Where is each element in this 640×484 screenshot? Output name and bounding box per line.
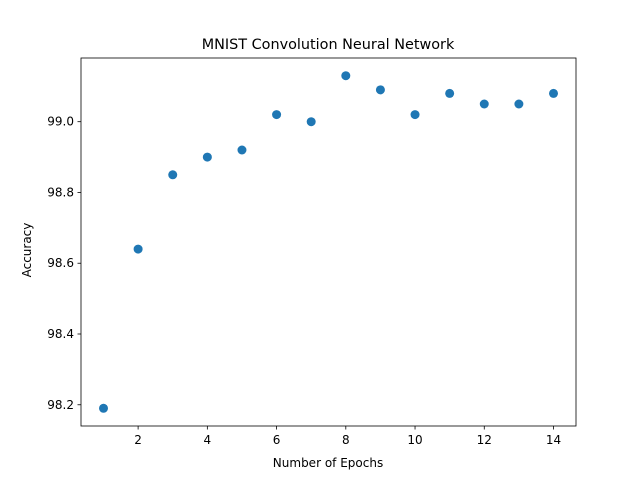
data-point	[99, 403, 108, 413]
data-point	[237, 145, 247, 155]
data-point	[306, 117, 316, 127]
data-point	[202, 152, 212, 162]
x-tick-label: 4	[204, 433, 212, 447]
data-point	[341, 71, 351, 81]
x-tick-label: 10	[407, 433, 422, 447]
x-tick-label: 14	[546, 433, 561, 447]
data-point	[445, 88, 455, 98]
x-tick-label: 12	[477, 433, 492, 447]
data-point	[375, 85, 385, 95]
data-point	[549, 88, 558, 98]
y-tick-label: 98.8	[47, 185, 74, 199]
y-tick-label: 98.2	[47, 398, 74, 412]
data-points	[99, 71, 558, 413]
data-point	[479, 99, 489, 109]
y-axis-ticks: 98.2 98.4 98.6 98.8 99.0	[47, 115, 81, 412]
data-point	[133, 244, 143, 254]
axes-frame	[80, 57, 577, 427]
chart-title: MNIST Convolution Neural Network	[202, 37, 455, 53]
x-tick-label: 2	[134, 433, 142, 447]
y-tick-label: 98.4	[47, 327, 74, 341]
data-point	[410, 110, 420, 120]
plot-area	[80, 57, 577, 427]
data-point	[272, 110, 282, 120]
x-axis-ticks: 2 4 6 8 10 12 14	[134, 426, 561, 447]
x-axis-label: Number of Epochs	[273, 456, 383, 470]
x-tick-label: 6	[273, 433, 281, 447]
x-tick-label: 8	[342, 433, 350, 447]
y-axis-label: Accuracy	[20, 223, 34, 278]
y-tick-label: 99.0	[47, 115, 74, 129]
data-point	[168, 170, 178, 180]
data-point	[514, 99, 524, 109]
y-tick-label: 98.6	[47, 256, 74, 270]
